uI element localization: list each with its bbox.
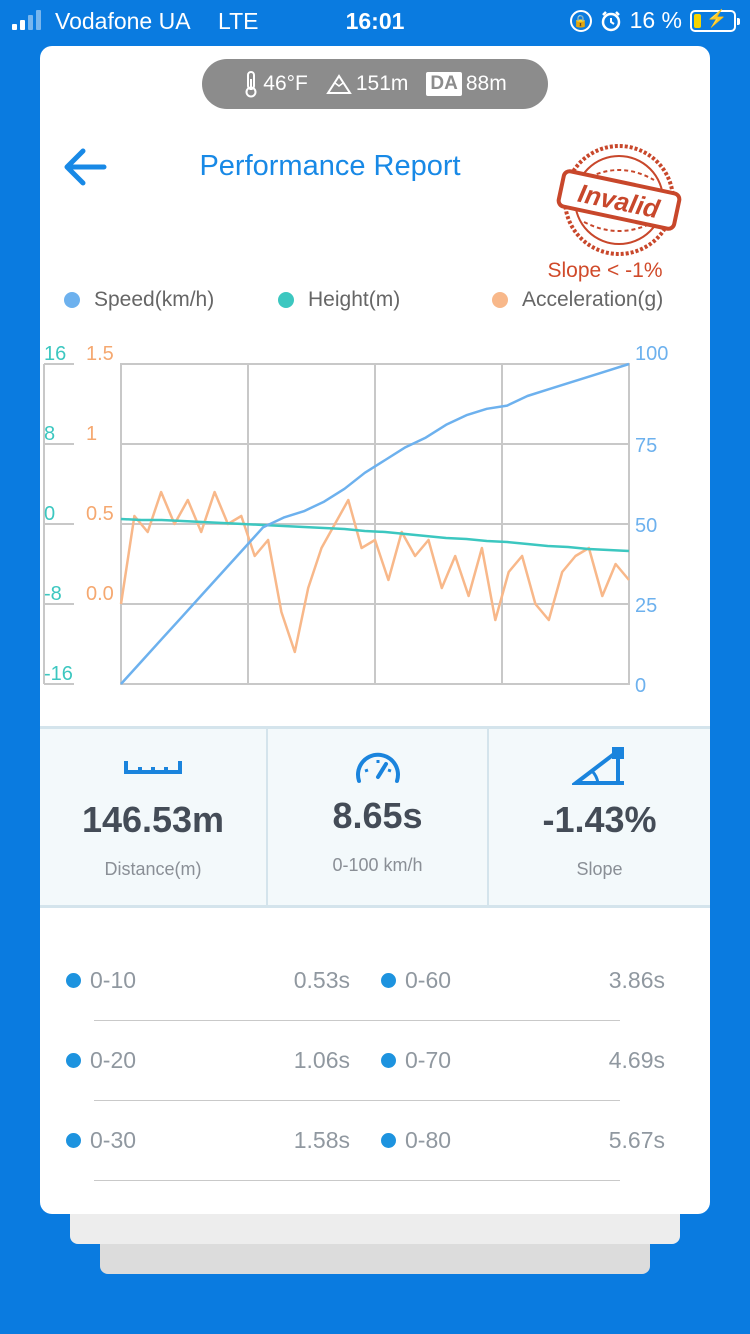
bullet-dot [381, 973, 396, 988]
battery-percent: 16 % [629, 7, 682, 33]
stamp-note: Slope < -1% [547, 259, 663, 282]
height-tick-label: 8 [44, 423, 55, 445]
altitude-item: 151m [326, 72, 409, 96]
split-range-left: 0-20 [66, 1047, 136, 1074]
status-right: 🔒 16 % ⚡ [569, 7, 740, 34]
legend-speed-label: Speed(km/h) [94, 288, 215, 311]
row-divider [94, 1180, 620, 1181]
split-range-left: 0-10 [66, 967, 136, 994]
slope-value: -1.43% [542, 799, 657, 840]
zero-to-hundred-value: 8.65s [332, 795, 423, 836]
altitude-value: 151m [355, 72, 409, 95]
distance-label: Distance(m) [104, 859, 202, 879]
legend-height: Height(m) [278, 288, 400, 312]
split-range-label: 0-60 [405, 967, 452, 993]
split-time-right: 3.86s [608, 967, 665, 993]
distance-value: 146.53m [81, 799, 225, 840]
slope-icon [571, 746, 624, 785]
legend-height-dot [278, 292, 294, 308]
density-altitude-item: DA 88m [426, 72, 507, 96]
density-altitude-value: 88m [465, 72, 507, 95]
split-time-left: 1.58s [293, 1127, 350, 1153]
stats-band: 146.53m Distance(m) 8.65s 0-100 km/h -1.… [40, 726, 710, 908]
environment-pill: 46°F 151m DA 88m [202, 59, 548, 109]
split-range-label: 0-30 [90, 1127, 137, 1153]
ruler-icon [124, 761, 182, 774]
performance-chart: 16 8 0 -8 -16 1.5 1 0.5 0.0 100 75 50 25 0 [43, 343, 668, 697]
split-range-right: 0-70 [381, 1047, 451, 1074]
zero-to-hundred-label: 0-100 km/h [332, 855, 423, 875]
split-row: 0-20 1.06s 0-70 4.69s [40, 1021, 710, 1101]
accel-tick-label: 1.5 [86, 343, 114, 365]
status-time: 16:01 [345, 8, 405, 34]
row-divider [94, 1020, 620, 1021]
mountain-icon [326, 74, 352, 94]
alarm-icon [601, 10, 620, 31]
speed-tick-label: 100 [635, 343, 668, 365]
bullet-dot [66, 1133, 81, 1148]
acceleration-series-line [119, 490, 630, 654]
legend-speed-dot [64, 292, 80, 308]
split-row: 0-30 1.58s 0-80 5.67s [40, 1101, 710, 1181]
slope-label: Slope [576, 859, 623, 879]
legend-speed: Speed(km/h) [64, 288, 214, 312]
stat-slope: -1.43% Slope [487, 729, 710, 905]
invalid-stamp: Invalid [556, 144, 682, 256]
status-bar: Vodafone UA LTE 16:01 🔒 16 % ⚡ [0, 0, 750, 42]
speedometer-icon [355, 752, 400, 783]
height-tick-label: 16 [44, 343, 66, 365]
speed-tick-label: 25 [635, 595, 657, 617]
split-range-label: 0-10 [90, 967, 137, 993]
speed-tick-label: 0 [635, 675, 646, 697]
legend-acceleration: Acceleration(g) [492, 288, 663, 312]
bullet-dot [381, 1133, 396, 1148]
split-times-list: 0-10 0.53s 0-60 3.86s 0-20 1.06s 0-70 4.69s 0-30… [40, 941, 710, 1181]
carrier-name: Vodafone UA [55, 8, 191, 34]
split-range-label: 0-20 [90, 1047, 137, 1073]
temperature-value: 46°F [263, 72, 308, 95]
stat-zero-to-hundred: 8.65s 0-100 km/h [266, 729, 487, 905]
accel-tick-label: 0.0 [86, 583, 114, 605]
split-range-label: 0-80 [405, 1127, 452, 1153]
legend-acceleration-label: Acceleration(g) [522, 288, 664, 311]
speed-tick-label: 50 [635, 515, 657, 537]
page-title: Performance Report [199, 150, 461, 182]
split-row: 0-10 0.53s 0-60 3.86s [40, 941, 710, 1021]
battery-charging-icon: ⚡ [690, 9, 740, 32]
bullet-dot [381, 1053, 396, 1068]
split-time-right: 5.67s [608, 1127, 665, 1153]
legend-height-label: Height(m) [308, 288, 401, 311]
back-arrow-icon[interactable] [58, 142, 114, 192]
height-tick-label: -8 [44, 583, 62, 605]
stat-distance: 146.53m Distance(m) [40, 729, 266, 905]
split-time-left: 0.53s [293, 967, 350, 993]
height-tick-label: -16 [44, 663, 73, 685]
split-range-right: 0-80 [381, 1127, 451, 1154]
report-card: 46°F 151m DA 88m Performance Report Inva… [40, 46, 710, 1214]
accel-tick-label: 1 [86, 423, 97, 445]
orientation-lock-icon: 🔒 [569, 9, 592, 32]
split-range-right: 0-60 [381, 967, 451, 994]
thermometer-icon [245, 71, 257, 98]
split-time-left: 1.06s [293, 1047, 350, 1073]
accel-tick-label: 0.5 [86, 503, 114, 525]
temperature-item: 46°F [243, 70, 308, 98]
split-range-label: 0-70 [405, 1047, 452, 1073]
signal-strength-icon [12, 10, 41, 30]
bullet-dot [66, 973, 81, 988]
speed-series-line [120, 362, 630, 685]
height-tick-label: 0 [44, 503, 55, 525]
row-divider [94, 1100, 620, 1101]
split-time-right: 4.69s [608, 1047, 665, 1073]
legend-acceleration-dot [492, 292, 508, 308]
split-range-left: 0-30 [66, 1127, 136, 1154]
speed-tick-label: 75 [635, 435, 657, 457]
da-badge: DA [426, 72, 462, 96]
height-series-line [120, 517, 630, 553]
bullet-dot [66, 1053, 81, 1068]
network-type: LTE [218, 8, 259, 34]
